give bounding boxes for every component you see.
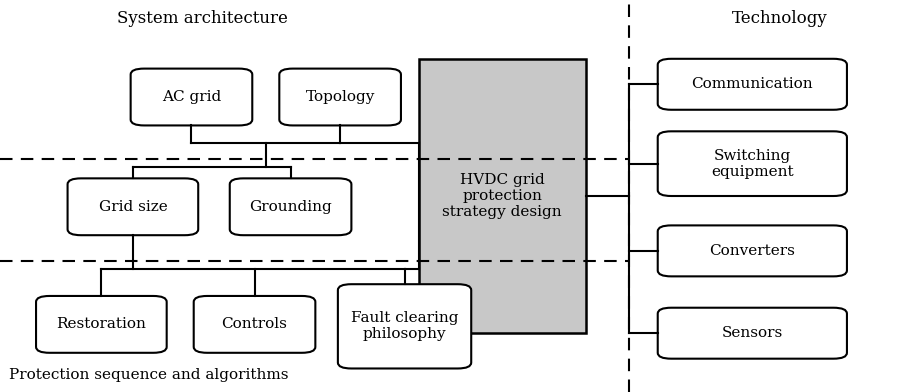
FancyBboxPatch shape [658,225,847,276]
Text: Switching
equipment: Switching equipment [711,149,794,179]
Text: Controls: Controls [222,318,287,331]
FancyBboxPatch shape [194,296,315,353]
Text: Topology: Topology [305,90,375,104]
Text: Converters: Converters [709,244,796,258]
FancyBboxPatch shape [338,284,471,368]
Text: Communication: Communication [692,77,813,91]
FancyBboxPatch shape [279,69,401,125]
Text: AC grid: AC grid [162,90,221,104]
FancyBboxPatch shape [68,178,198,235]
Text: Technology: Technology [732,10,827,27]
Text: System architecture: System architecture [117,10,288,27]
FancyBboxPatch shape [658,308,847,359]
Text: HVDC grid
protection
strategy design: HVDC grid protection strategy design [442,173,562,219]
FancyBboxPatch shape [658,59,847,110]
FancyBboxPatch shape [658,131,847,196]
Text: Grid size: Grid size [98,200,168,214]
Text: Sensors: Sensors [722,326,783,340]
Text: Restoration: Restoration [57,318,146,331]
FancyBboxPatch shape [230,178,351,235]
FancyBboxPatch shape [131,69,252,125]
Text: Grounding: Grounding [250,200,332,214]
FancyBboxPatch shape [36,296,167,353]
Bar [419,59,586,333]
Text: Protection sequence and algorithms: Protection sequence and algorithms [9,368,288,382]
Text: Fault clearing
philosophy: Fault clearing philosophy [350,311,459,341]
